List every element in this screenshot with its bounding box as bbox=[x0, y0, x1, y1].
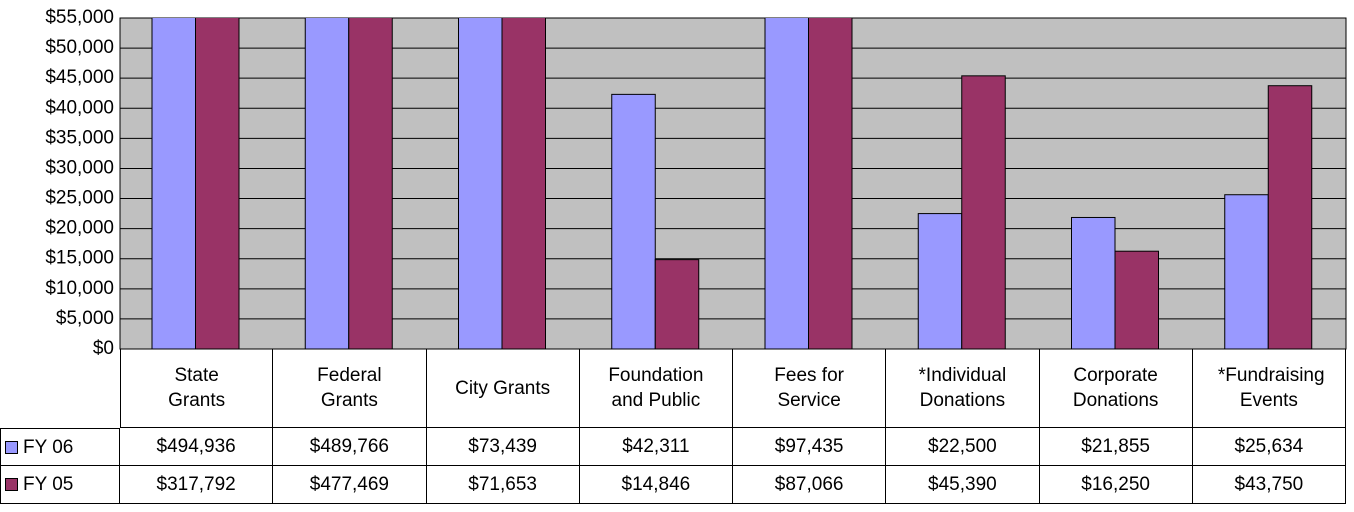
data-label: $73,439 bbox=[468, 436, 537, 457]
bar bbox=[1114, 250, 1159, 349]
y-tick-label: $15,000 bbox=[45, 248, 114, 269]
value-cell: $494,936 bbox=[120, 428, 274, 466]
bar bbox=[1267, 85, 1313, 349]
category-cell: *Individual Donations bbox=[886, 349, 1040, 428]
data-label: $87,066 bbox=[774, 474, 844, 495]
category-cell: *Fundraising Events bbox=[1192, 349, 1346, 428]
bars bbox=[151, 18, 1313, 349]
x-tick-label: City Grants bbox=[455, 377, 551, 399]
bar bbox=[1071, 216, 1116, 349]
bar bbox=[764, 18, 809, 349]
data-label: $25,634 bbox=[1234, 436, 1304, 457]
value-cell: $71,653 bbox=[426, 466, 580, 504]
legend-swatch bbox=[5, 440, 18, 454]
data-label: $16,250 bbox=[1081, 474, 1150, 495]
bar bbox=[348, 18, 393, 349]
value-cell: $21,855 bbox=[1039, 428, 1193, 466]
legend-label: FY 05 bbox=[23, 474, 74, 495]
x-tick-label: Corporate Donations bbox=[1072, 365, 1159, 411]
value-cell: $317,792 bbox=[120, 466, 274, 504]
data-label: $21,855 bbox=[1081, 436, 1150, 457]
value-cell: $42,311 bbox=[579, 428, 733, 466]
y-tick-label: $40,000 bbox=[45, 97, 114, 118]
y-tick-label: $20,000 bbox=[45, 218, 114, 239]
x-tick-label: State Grants bbox=[168, 365, 226, 411]
data-label: $317,792 bbox=[156, 474, 236, 495]
data-label: $494,936 bbox=[156, 436, 236, 457]
value-cell: $477,469 bbox=[273, 466, 427, 504]
bar bbox=[961, 75, 1006, 349]
legend-swatch bbox=[5, 478, 18, 491]
y-tick-label: $5,000 bbox=[56, 308, 114, 329]
x-tick-label: *Individual Donations bbox=[918, 365, 1007, 411]
bar bbox=[1224, 194, 1269, 349]
x-tick-label: *Fundraising Events bbox=[1217, 365, 1325, 411]
bar bbox=[501, 18, 546, 349]
value-cell: $97,435 bbox=[733, 428, 887, 466]
data-label: $477,469 bbox=[309, 474, 389, 495]
category-cell: Corporate Donations bbox=[1039, 349, 1193, 428]
data-label: $42,311 bbox=[622, 436, 690, 457]
value-cell: $489,766 bbox=[273, 428, 427, 466]
category-cell: State Grants bbox=[120, 349, 274, 428]
bar bbox=[808, 18, 853, 349]
value-cell: $43,750 bbox=[1192, 466, 1346, 504]
y-tick-label: $30,000 bbox=[45, 157, 114, 178]
value-cell: $73,439 bbox=[426, 428, 580, 466]
bar bbox=[917, 213, 963, 349]
y-tick-label: $45,000 bbox=[45, 67, 114, 88]
y-tick-label: $55,000 bbox=[45, 7, 114, 28]
value-cell: $87,066 bbox=[733, 466, 887, 504]
data-label: $71,653 bbox=[468, 474, 537, 495]
data-label: $14,846 bbox=[621, 474, 691, 495]
bar bbox=[654, 259, 700, 349]
category-cell: Foundation and Public bbox=[579, 349, 733, 428]
data-label: $43,750 bbox=[1234, 474, 1304, 495]
plot-area bbox=[119, 17, 1347, 350]
value-cell: $45,390 bbox=[886, 466, 1040, 504]
x-tick-label: Federal Grants bbox=[317, 365, 382, 411]
data-label: $489,766 bbox=[309, 436, 389, 457]
y-tick-label: $50,000 bbox=[45, 37, 114, 58]
y-tick-label: $25,000 bbox=[45, 188, 114, 209]
legend-cell: FY 06 bbox=[0, 428, 120, 466]
legend-cell: FY 05 bbox=[0, 466, 120, 504]
x-tick-label: Foundation and Public bbox=[608, 365, 704, 411]
value-cell: $16,250 bbox=[1039, 466, 1193, 504]
legend-label: FY 06 bbox=[23, 436, 74, 458]
value-cell: $25,634 bbox=[1192, 428, 1346, 466]
y-tick-label: $10,000 bbox=[45, 278, 114, 299]
bar bbox=[304, 18, 350, 349]
value-cell: $22,500 bbox=[886, 428, 1040, 466]
data-label: $97,435 bbox=[774, 436, 844, 457]
y-tick-label: $35,000 bbox=[45, 127, 114, 148]
category-cell: Federal Grants bbox=[273, 349, 427, 428]
y-tick-label: $0 bbox=[93, 338, 114, 359]
bar bbox=[151, 18, 196, 349]
data-label: $22,500 bbox=[928, 436, 997, 457]
x-tick-label: Fees for Service bbox=[774, 365, 844, 411]
bar bbox=[611, 93, 656, 349]
bar bbox=[195, 18, 240, 349]
bar bbox=[458, 18, 503, 349]
value-cell: $14,846 bbox=[579, 466, 733, 504]
category-cell: City Grants bbox=[426, 349, 580, 428]
category-cell: Fees for Service bbox=[733, 349, 887, 428]
data-label: $45,390 bbox=[928, 474, 997, 495]
